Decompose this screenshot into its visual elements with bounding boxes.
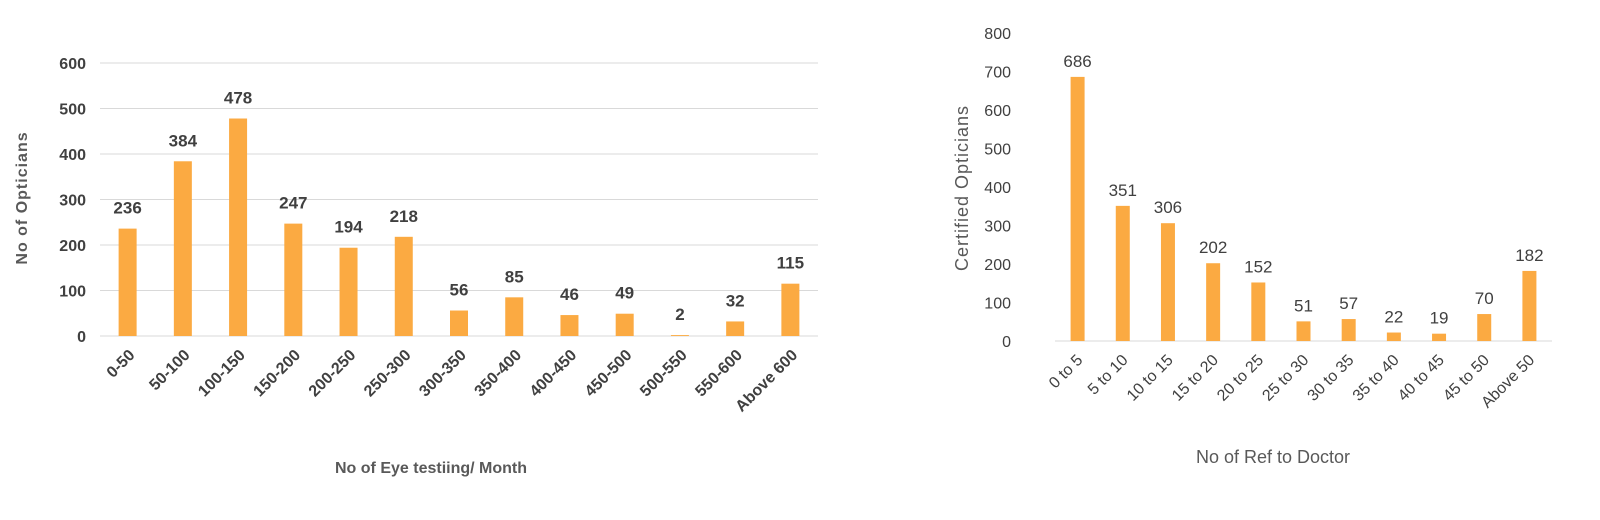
bar: [1341, 319, 1356, 341]
bar: [615, 313, 634, 336]
bar: [173, 161, 192, 336]
chart1-x-ticks: 0-50 50-100 100-150 150-200 200-250 250-300 30…: [104, 347, 802, 416]
data-label: 2: [675, 305, 684, 324]
x-tick-label: 200-250: [306, 347, 360, 401]
referral-chart: 0 100 200 300 400 500 600 700 800 686 351 306 202 15…: [952, 26, 1552, 467]
bar: [1206, 263, 1221, 341]
data-label: 22: [1384, 308, 1403, 327]
y-tick-label: 300: [59, 193, 86, 210]
x-tick-label: 20 to 25: [1214, 352, 1267, 405]
bar: [505, 297, 524, 336]
bar: [1522, 270, 1537, 341]
chart2-y-ticks: 0 100 200 300 400 500 600 700 800: [984, 26, 1011, 351]
data-label: 351: [1109, 181, 1137, 200]
x-tick-label: 150-200: [251, 347, 305, 401]
y-tick-label: 0: [77, 329, 86, 346]
eye-testing-chart: 0 100 200 300 400 500 600 236 384 478 247 194 218 56…: [14, 56, 818, 477]
x-tick-label: 0-50: [104, 347, 139, 382]
x-tick-label: 0 to 5: [1046, 352, 1086, 392]
chart1-bars: [118, 118, 800, 336]
data-label: 686: [1063, 52, 1091, 71]
data-label: 51: [1294, 296, 1313, 315]
bar: [781, 283, 800, 336]
data-label: 70: [1475, 289, 1494, 308]
bar: [229, 118, 248, 336]
bar: [284, 223, 303, 336]
data-label: 384: [169, 131, 198, 150]
data-label: 49: [615, 284, 634, 303]
bar: [560, 315, 579, 336]
x-tick-label: 25 to 30: [1259, 352, 1312, 405]
data-label: 306: [1154, 198, 1182, 217]
bar: [450, 310, 468, 336]
bar: [394, 236, 413, 336]
x-tick-label: 100-150: [195, 347, 249, 401]
y-tick-label: 600: [59, 56, 86, 73]
bar: [1477, 314, 1492, 341]
bar: [726, 321, 745, 336]
y-tick-label: 400: [984, 180, 1011, 197]
data-label: 202: [1199, 238, 1227, 257]
y-tick-label: 500: [59, 102, 86, 119]
y-tick-label: 300: [984, 219, 1011, 236]
chart1-x-axis-label: No of Eye testiing/ Month: [335, 460, 527, 477]
bar: [339, 247, 358, 336]
y-tick-label: 600: [984, 103, 1011, 120]
y-tick-label: 400: [59, 147, 86, 164]
y-tick-label: 100: [59, 284, 86, 301]
x-tick-label: 300-350: [416, 347, 470, 401]
y-tick-label: 0: [1002, 334, 1011, 351]
x-tick-label: 50-100: [146, 347, 193, 394]
y-tick-label: 200: [59, 238, 86, 255]
data-label: 194: [334, 218, 363, 237]
chart2-y-axis-label: Certified Opticians: [952, 105, 972, 271]
data-label: 85: [505, 267, 524, 286]
bar: [1160, 223, 1175, 341]
bar: [670, 335, 689, 336]
x-tick-label: 400-450: [527, 347, 581, 401]
y-tick-label: 500: [984, 142, 1011, 159]
data-label: 19: [1430, 309, 1449, 328]
chart1-data-labels: 236 384 478 247 194 218 56 85 46 49 2 32 115: [113, 89, 804, 325]
data-label: 115: [777, 254, 804, 273]
bar: [1296, 321, 1311, 341]
x-tick-label: 500-550: [637, 347, 691, 401]
y-tick-label: 800: [984, 26, 1011, 43]
bar: [1251, 282, 1266, 341]
chart1-y-ticks: 0 100 200 300 400 500 600: [59, 56, 86, 346]
data-label: 478: [224, 89, 252, 108]
x-tick-label: 550-600: [692, 347, 746, 401]
data-label: 218: [390, 207, 418, 226]
x-tick-label: 450-500: [582, 347, 636, 401]
y-tick-label: 700: [984, 65, 1011, 82]
bar: [1115, 205, 1130, 341]
bar: [118, 228, 137, 336]
data-label: 56: [450, 281, 469, 300]
y-tick-label: 200: [984, 257, 1011, 274]
chart2-bars: [1070, 76, 1537, 341]
bar: [1386, 332, 1401, 341]
bar: [1432, 333, 1447, 341]
data-label: 152: [1244, 257, 1272, 276]
x-tick-label: 40 to 45: [1395, 352, 1448, 405]
data-label: 247: [279, 194, 307, 213]
x-tick-label: 10 to 15: [1124, 352, 1177, 405]
chart1-y-axis-label: No of Opticians: [14, 131, 31, 264]
chart2-x-axis-label: No of Ref to Doctor: [1196, 447, 1350, 467]
y-tick-label: 100: [984, 296, 1011, 313]
chart1-gridlines: [100, 62, 818, 337]
x-tick-label: 35 to 40: [1350, 352, 1403, 405]
data-label: 236: [113, 199, 141, 218]
data-label: 57: [1339, 294, 1358, 313]
x-tick-label: 15 to 20: [1169, 352, 1222, 405]
x-tick-label: 30 to 35: [1305, 352, 1358, 405]
data-label: 182: [1515, 246, 1543, 265]
chart2-data-labels: 686 351 306 202 152 51 57 22 19 70 182: [1063, 52, 1543, 328]
bar: [1070, 76, 1085, 341]
x-tick-label: 250-300: [361, 347, 415, 401]
data-label: 46: [560, 285, 579, 304]
x-tick-label: 350-400: [472, 347, 526, 401]
data-label: 32: [726, 291, 745, 310]
